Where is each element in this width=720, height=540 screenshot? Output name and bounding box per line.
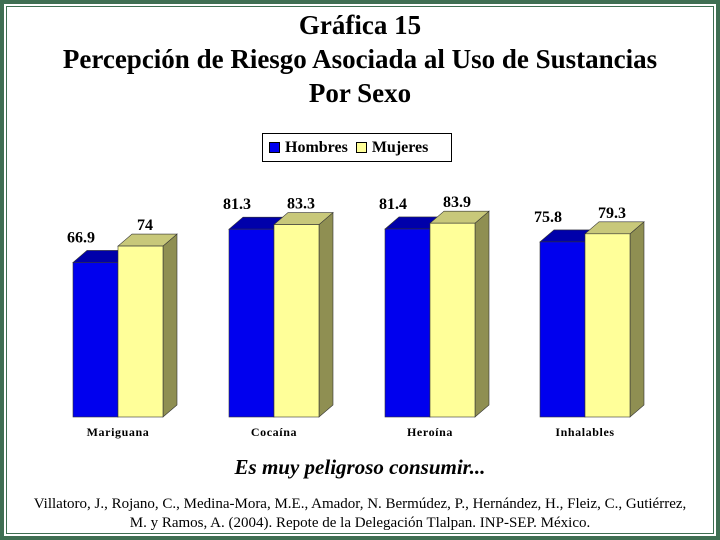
value-label-hombres-3: 75.8 — [534, 209, 562, 226]
legend-swatch-mujeres — [355, 142, 367, 153]
legend-label-hombres: Hombres — [285, 138, 348, 156]
category-label-1: Cocaína — [251, 425, 297, 439]
bar-mujeres-1 — [273, 224, 320, 418]
legend-item-hombres: Hombres — [269, 139, 348, 157]
chart-caption: Es muy peligroso consumir... — [234, 455, 486, 479]
value-label-mujeres-2: 83.9 — [443, 194, 471, 211]
chart-title-line-2: Percepción de Riesgo Asociada al Uso de … — [62, 44, 658, 74]
chart-title-line-1: Gráfica 15 — [298, 10, 422, 40]
bar-hombres-2 — [384, 228, 431, 418]
legend-swatch-hombres — [269, 142, 280, 153]
legend-label-mujeres: Mujeres — [371, 138, 429, 156]
bar-hombres-3 — [539, 241, 586, 418]
category-label-0: Mariguana — [87, 425, 150, 439]
chart-title-line-3: Por Sexo — [308, 78, 412, 108]
bar-mujeres-2 — [429, 222, 476, 418]
bar-hombres-0 — [72, 262, 119, 418]
legend-item-mujeres: Mujeres — [355, 138, 429, 157]
value-label-hombres-0: 66.9 — [67, 229, 95, 246]
bar-mujeres-3 — [584, 233, 631, 418]
value-label-mujeres-1: 83.3 — [287, 196, 315, 213]
value-label-hombres-1: 81.3 — [223, 196, 251, 213]
value-label-mujeres-0: 74 — [137, 217, 153, 234]
bar-mujeres-0 — [117, 245, 164, 418]
chart-legend: Hombres Mujeres — [262, 133, 452, 162]
value-label-mujeres-3: 79.3 — [598, 205, 626, 222]
category-label-3: Inhalables — [555, 425, 614, 439]
bar-side-mujeres-2 — [474, 210, 490, 418]
category-label-2: Heroína — [407, 425, 453, 439]
source-citation: Villatoro, J., Rojano, C., Medina-Mora, … — [33, 496, 687, 531]
bar-side-mujeres-1 — [318, 211, 334, 418]
slide-inner-border — [6, 6, 714, 534]
bar-side-mujeres-3 — [629, 221, 645, 418]
bar-side-mujeres-0 — [162, 233, 178, 418]
bar-hombres-1 — [228, 228, 275, 418]
value-label-hombres-2: 81.4 — [379, 196, 407, 213]
